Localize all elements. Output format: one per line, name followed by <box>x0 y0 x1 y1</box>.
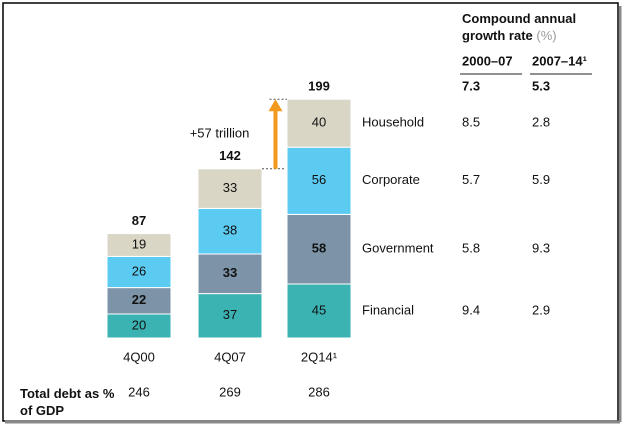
cagr-column: 2000–07 <box>462 53 513 68</box>
cagr-value: 5.8 <box>462 241 480 256</box>
total-debt-value: 286 <box>308 384 330 399</box>
category-label: 4Q00 <box>123 349 155 364</box>
legend-label: Government <box>362 241 434 256</box>
bar-segment <box>286 98 352 148</box>
total-label: 199 <box>308 79 330 94</box>
data-label: 33 <box>223 180 237 195</box>
bar-segment <box>197 168 263 209</box>
data-label: 40 <box>312 115 326 130</box>
data-label: 20 <box>132 317 146 332</box>
cagr-value: 5.7 <box>462 172 480 187</box>
cagr-value: 9.3 <box>532 241 550 256</box>
legend-label: Financial <box>362 302 414 317</box>
category-label: 2Q14¹ <box>301 349 338 364</box>
data-label: 19 <box>132 236 146 251</box>
cagr-value: 5.9 <box>532 172 550 187</box>
bar-segment <box>197 207 263 255</box>
data-label: 22 <box>132 292 146 307</box>
legend-label: Corporate <box>362 172 420 187</box>
annotation: +57 trillion <box>190 125 250 140</box>
cagr-total: 7.3 <box>462 79 480 94</box>
cagr-total: 5.3 <box>532 79 550 94</box>
bar-segment <box>106 233 172 257</box>
arrow-head <box>268 99 283 112</box>
bar-segment <box>106 313 172 339</box>
data-label: 37 <box>223 307 237 322</box>
cagr-title-text: Compound annual growth rate <box>462 11 577 43</box>
cagr-value: 2.8 <box>532 115 550 130</box>
data-label: 56 <box>312 172 326 187</box>
cagr-value: 2.9 <box>532 302 550 317</box>
cagr-title: Compound annual growth rate (%) <box>462 10 592 44</box>
data-label: 38 <box>223 223 237 238</box>
cagr-unit: (%) <box>536 28 557 43</box>
bar-segment <box>197 293 263 339</box>
total-debt-value: 269 <box>219 384 241 399</box>
cagr-value: 9.4 <box>462 302 480 317</box>
bar-segment <box>106 255 172 289</box>
data-label: 45 <box>312 302 326 317</box>
bar-segment <box>286 283 352 339</box>
bar-segment <box>286 146 352 215</box>
bar-segment <box>106 287 172 315</box>
cagr-value: 8.5 <box>462 115 480 130</box>
total-debt-label: Total debt as % of GDP <box>20 386 115 418</box>
data-label: 33 <box>223 265 237 280</box>
legend-label: Household <box>362 115 424 130</box>
cagr-column: 2007–14¹ <box>532 53 587 68</box>
bar-segment <box>197 253 263 295</box>
total-debt-value: 246 <box>128 384 150 399</box>
total-label: 142 <box>219 148 241 163</box>
category-label: 4Q07 <box>214 349 246 364</box>
total-label: 87 <box>132 213 146 228</box>
data-label: 58 <box>312 241 326 256</box>
data-label: 26 <box>132 263 146 278</box>
